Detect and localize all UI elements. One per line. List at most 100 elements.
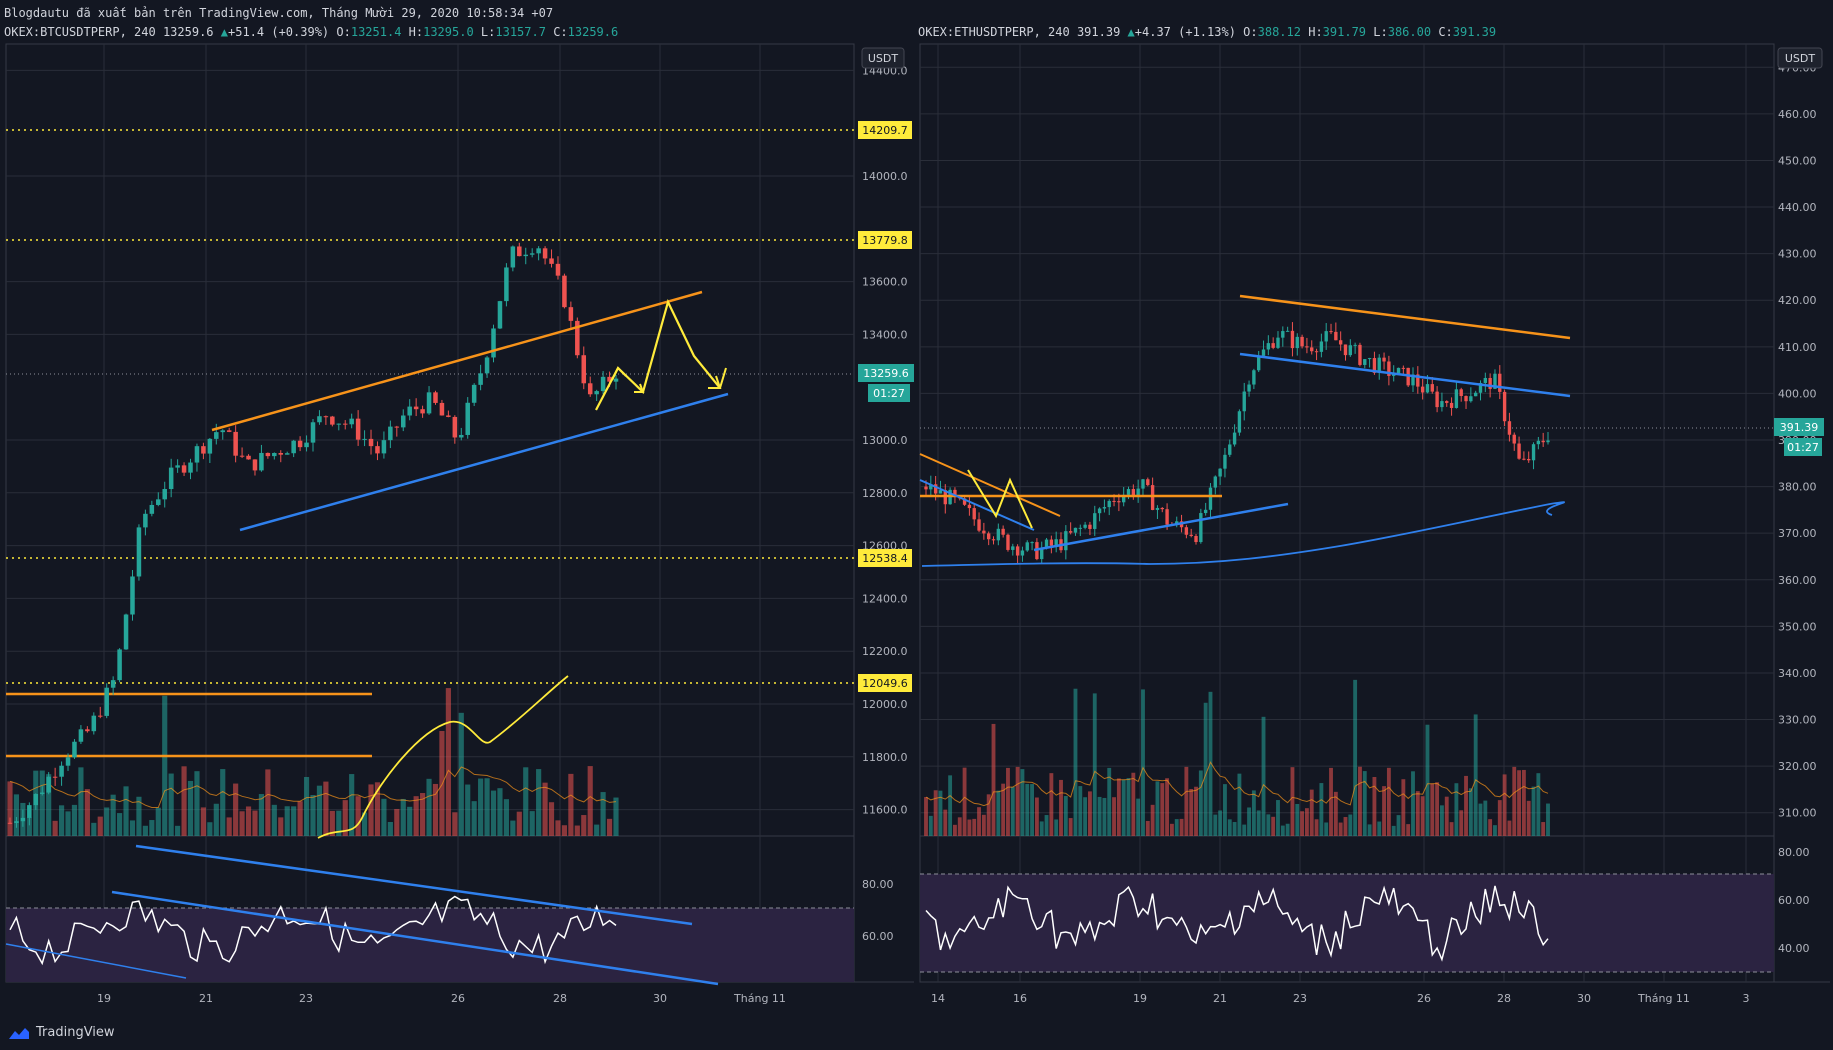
left-volume-bar xyxy=(58,805,65,836)
right-close: 391.39 xyxy=(1452,25,1497,39)
left-candle-body xyxy=(600,376,606,392)
left-channel-bottom[interactable] xyxy=(239,392,729,532)
left-time-axis[interactable]: 19 21 23 26 28 30 Tháng 11 xyxy=(97,992,786,1005)
right-blue-diag[interactable] xyxy=(919,479,1035,531)
right-candle-body xyxy=(929,484,933,490)
right-volume-bar xyxy=(1367,824,1372,836)
left-candle-body xyxy=(252,459,258,471)
right-price-tick: 320.00 xyxy=(1778,760,1817,773)
right-candle-body xyxy=(1314,351,1319,353)
right-candle-body xyxy=(1150,485,1155,510)
left-candle-body xyxy=(349,418,354,425)
right-volume-bar xyxy=(1020,769,1025,836)
right-price-tick: 430.00 xyxy=(1778,248,1817,261)
left-price-tick: 14000.0 xyxy=(862,170,908,183)
right-time-axis[interactable]: 14 16 19 21 23 26 28 30 Tháng 11 3 xyxy=(931,992,1750,1005)
left-o-label: O: xyxy=(336,25,351,39)
left-price-axis[interactable]: 14400.014000.013600.013400.013000.012800… xyxy=(862,64,908,816)
right-price-axis[interactable]: 470.00460.00450.00440.00430.00420.00410.… xyxy=(1778,61,1817,819)
right-volume-bar xyxy=(1097,796,1102,836)
left-candle-body xyxy=(52,776,58,778)
left-candle-body xyxy=(168,467,174,490)
right-candle-body xyxy=(1358,344,1362,365)
left-price-tag-text: 13259.6 xyxy=(863,367,909,380)
right-candle-body xyxy=(1493,373,1497,389)
left-candle-body xyxy=(310,422,316,443)
right-volume-bar xyxy=(1054,819,1059,836)
right-blue-rising[interactable] xyxy=(1033,502,1289,552)
right-volume-bar xyxy=(1049,773,1054,836)
left-volume-bar xyxy=(555,820,561,836)
right-price-tag xyxy=(1774,418,1824,436)
right-candle-body xyxy=(1531,444,1536,461)
left-volume-bar xyxy=(387,821,393,836)
left-volume-bar xyxy=(420,793,426,836)
left-volume-curve[interactable] xyxy=(317,675,569,839)
right-volume-bar xyxy=(972,818,977,836)
right-time-tick: 21 xyxy=(1213,992,1227,1005)
right-h-label: H: xyxy=(1308,25,1323,39)
left-volume-bars xyxy=(7,688,619,836)
right-candle-body xyxy=(1194,535,1198,543)
left-rsi-trend-top[interactable] xyxy=(135,844,693,926)
left-candle-body xyxy=(317,416,322,423)
right-rsi-axis: 80.00 60.00 40.00 xyxy=(1778,846,1810,955)
right-volume-bar xyxy=(1386,767,1391,836)
right-projection-path[interactable] xyxy=(967,469,1033,529)
right-candle-body xyxy=(1300,336,1304,347)
left-rsi-trend-bottom[interactable] xyxy=(111,890,719,986)
left-level-tag xyxy=(858,549,912,567)
right-volume-bar xyxy=(1483,800,1488,836)
right-volume-bar xyxy=(1464,775,1468,836)
left-price-tick: 13000.0 xyxy=(862,434,908,447)
left-volume-bar xyxy=(439,730,445,836)
right-candle-body xyxy=(1469,396,1473,402)
right-time-tick: 30 xyxy=(1577,992,1591,1005)
right-candle-body xyxy=(967,504,972,509)
left-volume-bar xyxy=(381,798,387,836)
right-candle-body xyxy=(1141,479,1145,489)
right-volume-bar xyxy=(1145,820,1150,836)
right-volume-bar xyxy=(1203,702,1208,836)
right-volume-bar xyxy=(1102,797,1107,836)
left-volume-bar xyxy=(26,817,32,836)
left-candle-body xyxy=(407,406,412,416)
left-candle-body xyxy=(272,453,277,457)
left-candle-body xyxy=(478,373,483,385)
left-channel-top[interactable] xyxy=(211,290,703,432)
right-candle-body xyxy=(1001,528,1005,535)
right-volume-bar xyxy=(1382,786,1386,836)
right-volume-bar xyxy=(1493,825,1497,836)
left-currency-box[interactable] xyxy=(861,47,905,69)
right-volume-bar xyxy=(1039,821,1044,836)
left-volume-bar xyxy=(265,769,271,836)
left-candle-body xyxy=(471,384,477,403)
right-channel-bottom[interactable] xyxy=(1239,352,1571,398)
left-projection-path[interactable] xyxy=(595,298,721,411)
right-currency-box[interactable] xyxy=(1777,47,1823,69)
right-candle-body xyxy=(1083,524,1087,528)
right-volume-bar xyxy=(1372,777,1377,836)
tradingview-brand[interactable]: TradingView xyxy=(8,1025,115,1040)
right-orange-diag[interactable] xyxy=(919,453,1061,517)
left-volume-bar xyxy=(226,817,232,836)
right-up-arrow-icon: ▲ xyxy=(1127,25,1135,39)
left-price-tick: 11800.0 xyxy=(862,751,908,764)
right-price-tick: 380.00 xyxy=(1778,481,1817,494)
left-rsi-trend-low[interactable] xyxy=(5,943,187,979)
right-candle-body xyxy=(1025,542,1029,551)
right-candle-body xyxy=(1073,527,1078,533)
right-volume-bar xyxy=(1088,791,1092,836)
right-channel-top[interactable] xyxy=(1239,294,1571,340)
right-time-tick: 3 xyxy=(1743,992,1750,1005)
right-volume-bar xyxy=(1546,803,1550,836)
left-volume-bar xyxy=(104,807,110,836)
left-volume-bar xyxy=(149,820,155,836)
right-candle-body xyxy=(1295,336,1299,349)
left-candle-body xyxy=(562,275,567,308)
left-candle-body xyxy=(194,446,200,463)
left-candle-body xyxy=(130,576,135,615)
right-volume-bar xyxy=(1126,778,1131,836)
right-candle-body xyxy=(1338,340,1343,345)
